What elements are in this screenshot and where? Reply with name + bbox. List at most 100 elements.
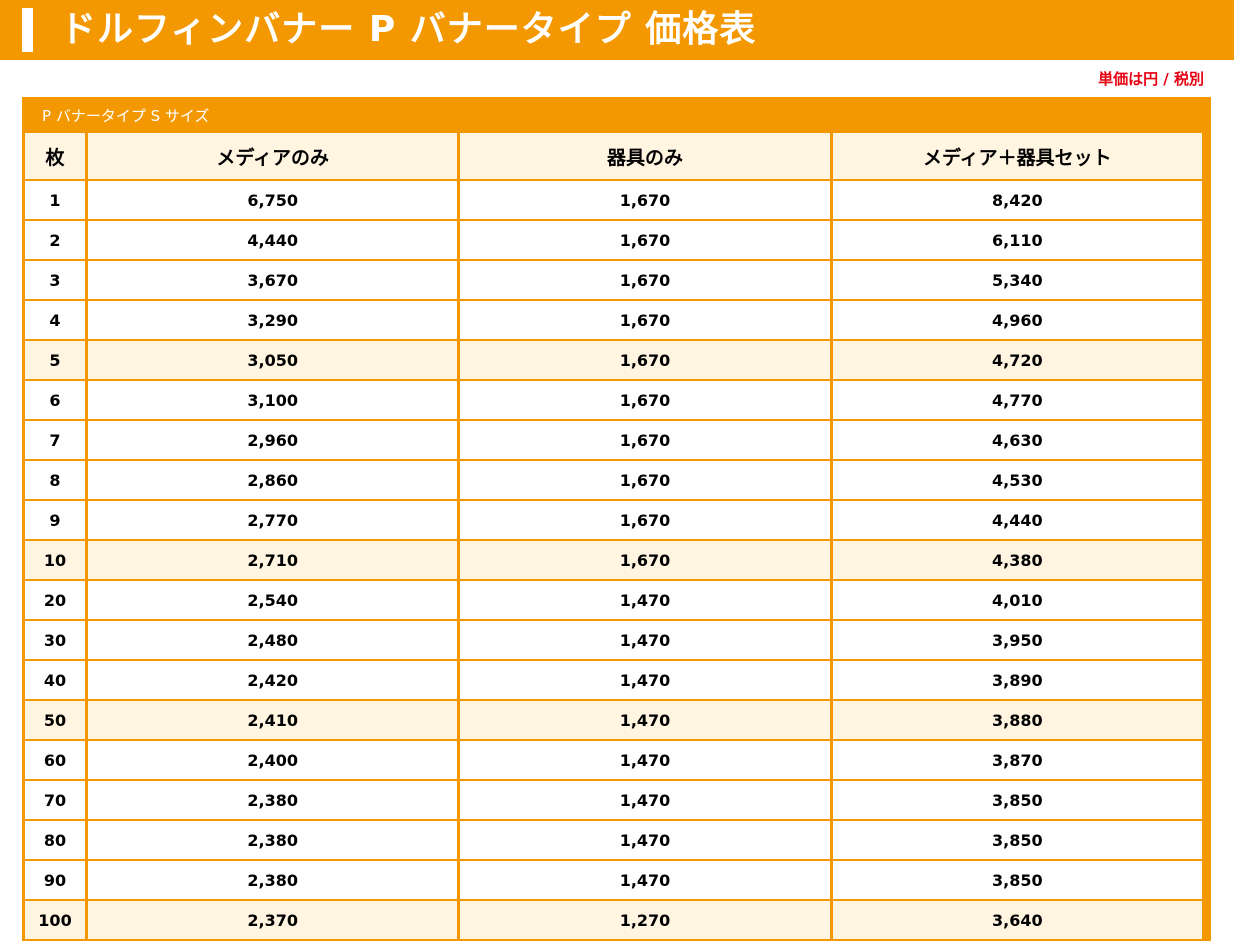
cell-media-price: 4,440 xyxy=(88,221,458,259)
cell-qty: 10 xyxy=(25,541,85,579)
cell-qty: 20 xyxy=(25,581,85,619)
cell-fixture-price: 1,670 xyxy=(460,541,830,579)
cell-fixture-price: 1,670 xyxy=(460,461,830,499)
cell-media-price: 2,380 xyxy=(88,861,458,899)
table-row: 6 3,100 1,670 4,770 xyxy=(25,381,1202,419)
price-table: 枚 メディアのみ 器具のみ メディア＋器具セット 1 6,750 1,670 8,42… xyxy=(22,131,1205,941)
cell-set-price: 3,850 xyxy=(832,821,1202,859)
cell-set-price: 4,720 xyxy=(832,341,1202,379)
cell-set-price: 4,440 xyxy=(832,501,1202,539)
cell-qty: 6 xyxy=(25,381,85,419)
cell-fixture-price: 1,470 xyxy=(460,861,830,899)
cell-qty: 3 xyxy=(25,261,85,299)
column-header-media: メディアのみ xyxy=(88,133,458,179)
cell-set-price: 3,640 xyxy=(832,901,1202,939)
cell-fixture-price: 1,270 xyxy=(460,901,830,939)
cell-media-price: 2,860 xyxy=(88,461,458,499)
table-row: 7 2,960 1,670 4,630 xyxy=(25,421,1202,459)
cell-media-price: 2,770 xyxy=(88,501,458,539)
cell-fixture-price: 1,670 xyxy=(460,501,830,539)
column-header-fixture: 器具のみ xyxy=(460,133,830,179)
table-row: 2 4,440 1,670 6,110 xyxy=(25,221,1202,259)
cell-set-price: 6,110 xyxy=(832,221,1202,259)
cell-media-price: 2,410 xyxy=(88,701,458,739)
cell-fixture-price: 1,670 xyxy=(460,341,830,379)
cell-fixture-price: 1,470 xyxy=(460,701,830,739)
cell-qty: 7 xyxy=(25,421,85,459)
table-row: 60 2,400 1,470 3,870 xyxy=(25,741,1202,779)
table-row: 5 3,050 1,670 4,720 xyxy=(25,341,1202,379)
column-header-set: メディア＋器具セット xyxy=(832,133,1202,179)
cell-set-price: 4,380 xyxy=(832,541,1202,579)
cell-qty: 1 xyxy=(25,181,85,219)
cell-qty: 90 xyxy=(25,861,85,899)
table-row: 50 2,410 1,470 3,880 xyxy=(25,701,1202,739)
cell-media-price: 2,710 xyxy=(88,541,458,579)
cell-set-price: 3,850 xyxy=(832,781,1202,819)
cell-set-price: 4,010 xyxy=(832,581,1202,619)
cell-qty: 70 xyxy=(25,781,85,819)
cell-set-price: 3,890 xyxy=(832,661,1202,699)
cell-fixture-price: 1,670 xyxy=(460,381,830,419)
cell-media-price: 2,540 xyxy=(88,581,458,619)
cell-media-price: 2,420 xyxy=(88,661,458,699)
cell-fixture-price: 1,670 xyxy=(460,261,830,299)
cell-qty: 60 xyxy=(25,741,85,779)
table-row: 3 3,670 1,670 5,340 xyxy=(25,261,1202,299)
cell-qty: 4 xyxy=(25,301,85,339)
cell-media-price: 3,050 xyxy=(88,341,458,379)
cell-fixture-price: 1,670 xyxy=(460,181,830,219)
table-row: 10 2,710 1,670 4,380 xyxy=(25,541,1202,579)
cell-fixture-price: 1,470 xyxy=(460,781,830,819)
table-header-row: 枚 メディアのみ 器具のみ メディア＋器具セット xyxy=(25,133,1202,179)
cell-set-price: 5,340 xyxy=(832,261,1202,299)
cell-set-price: 4,530 xyxy=(832,461,1202,499)
table-row: 8 2,860 1,670 4,530 xyxy=(25,461,1202,499)
table-row: 70 2,380 1,470 3,850 xyxy=(25,781,1202,819)
cell-media-price: 3,290 xyxy=(88,301,458,339)
cell-media-price: 2,480 xyxy=(88,621,458,659)
table-caption: P バナータイプ S サイズ xyxy=(42,107,210,125)
cell-media-price: 6,750 xyxy=(88,181,458,219)
table-row: 20 2,540 1,470 4,010 xyxy=(25,581,1202,619)
table-row: 80 2,380 1,470 3,850 xyxy=(25,821,1202,859)
cell-qty: 50 xyxy=(25,701,85,739)
table-row: 1 6,750 1,670 8,420 xyxy=(25,181,1202,219)
cell-set-price: 3,950 xyxy=(832,621,1202,659)
table-row: 30 2,480 1,470 3,950 xyxy=(25,621,1202,659)
cell-media-price: 2,370 xyxy=(88,901,458,939)
page-title: ドルフィンバナー P バナータイプ 価格表 xyxy=(60,9,757,50)
table-row: 4 3,290 1,670 4,960 xyxy=(25,301,1202,339)
cell-fixture-price: 1,670 xyxy=(460,221,830,259)
cell-media-price: 2,400 xyxy=(88,741,458,779)
cell-media-price: 2,960 xyxy=(88,421,458,459)
cell-fixture-price: 1,670 xyxy=(460,301,830,339)
price-table-panel: P バナータイプ S サイズ 枚 メディアのみ 器具のみ メディア＋器具セット … xyxy=(22,97,1211,941)
column-header-qty: 枚 xyxy=(25,133,85,179)
cell-media-price: 2,380 xyxy=(88,781,458,819)
cell-set-price: 3,870 xyxy=(832,741,1202,779)
cell-fixture-price: 1,470 xyxy=(460,661,830,699)
cell-qty: 2 xyxy=(25,221,85,259)
cell-qty: 5 xyxy=(25,341,85,379)
page-header: ドルフィンバナー P バナータイプ 価格表 xyxy=(0,0,1234,60)
cell-fixture-price: 1,470 xyxy=(460,821,830,859)
cell-fixture-price: 1,470 xyxy=(460,621,830,659)
unit-note: 単価は円 / 税別 xyxy=(1098,70,1204,88)
cell-fixture-price: 1,670 xyxy=(460,421,830,459)
table-row: 100 2,370 1,270 3,640 xyxy=(25,901,1202,939)
header-accent-bar xyxy=(22,8,33,52)
cell-set-price: 8,420 xyxy=(832,181,1202,219)
cell-set-price: 3,850 xyxy=(832,861,1202,899)
table-row: 40 2,420 1,470 3,890 xyxy=(25,661,1202,699)
cell-qty: 40 xyxy=(25,661,85,699)
cell-fixture-price: 1,470 xyxy=(460,741,830,779)
table-row: 9 2,770 1,670 4,440 xyxy=(25,501,1202,539)
cell-media-price: 3,100 xyxy=(88,381,458,419)
cell-media-price: 2,380 xyxy=(88,821,458,859)
cell-qty: 9 xyxy=(25,501,85,539)
cell-set-price: 4,960 xyxy=(832,301,1202,339)
cell-set-price: 4,770 xyxy=(832,381,1202,419)
cell-qty: 8 xyxy=(25,461,85,499)
cell-set-price: 3,880 xyxy=(832,701,1202,739)
